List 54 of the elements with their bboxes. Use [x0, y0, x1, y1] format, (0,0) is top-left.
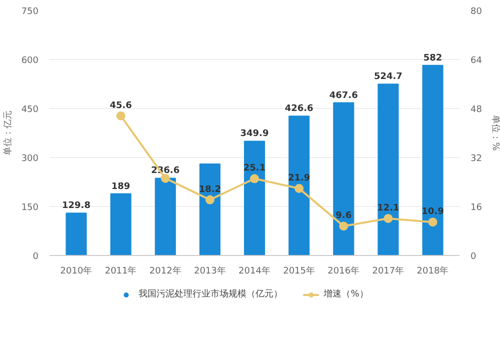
data-label: 21.9 [288, 173, 310, 184]
bar [199, 164, 220, 256]
y2-tick-label: 0 [470, 252, 476, 262]
x-tick-label: 2014年 [238, 266, 270, 276]
x-tick-label: 2016年 [328, 266, 360, 276]
y2-axis-title: 单位：% [490, 115, 500, 152]
data-label: 426.6 [284, 104, 314, 114]
legend-label: 我国污泥处理行业市场规模（亿元） [138, 288, 283, 300]
y-tick-label: 150 [21, 203, 39, 213]
x-tick-label: 2013年 [194, 266, 226, 276]
data-label: 45.6 [110, 100, 132, 111]
bar [333, 102, 354, 256]
y2-tick-label: 48 [470, 105, 482, 115]
x-tick-label: 2015年 [283, 266, 316, 276]
point [250, 174, 259, 184]
data-label: 349.9 [240, 129, 269, 140]
bar [66, 212, 87, 256]
data-label: 9.6 [336, 211, 352, 222]
bar [288, 116, 310, 256]
bar [110, 193, 132, 256]
x-tick-label: 2012年 [149, 266, 182, 276]
y2-tick-label: 64 [470, 56, 482, 66]
bar [422, 64, 444, 256]
data-label: 467.6 [329, 90, 358, 101]
data-label: 189 [111, 182, 130, 192]
point [294, 184, 304, 193]
x-tick-label: 2017年 [372, 266, 404, 276]
data-label: 582 [423, 53, 442, 64]
data-label: 18.2 [198, 184, 222, 195]
point [160, 174, 170, 183]
y2-tick-label: 16 [470, 203, 482, 213]
point [205, 195, 214, 204]
bar [244, 140, 266, 256]
bar [378, 84, 399, 256]
y2-tick-label: 32 [470, 154, 482, 164]
point [116, 111, 126, 120]
point [339, 222, 348, 231]
legend-label: 增速（%） [324, 288, 368, 300]
y-tick-label: 750 [21, 7, 39, 17]
y2-tick-label: 80 [470, 7, 482, 17]
y-tick-label: 600 [21, 56, 39, 66]
x-tick-label: 2010年 [60, 266, 92, 276]
data-label: 25.1 [243, 164, 266, 174]
bar [154, 178, 176, 256]
y-axis-title: 单位：亿元 [2, 110, 14, 156]
y-tick-label: 300 [21, 154, 39, 164]
data-label: 129.8 [62, 201, 90, 212]
point [428, 218, 438, 227]
x-tick-label: 2018年 [416, 266, 449, 276]
x-tick-label: 2011年 [104, 266, 137, 276]
point [384, 214, 393, 223]
y-tick-label: 450 [21, 105, 39, 115]
data-label: 524.7 [374, 72, 402, 82]
y-tick-label: 0 [32, 252, 39, 262]
